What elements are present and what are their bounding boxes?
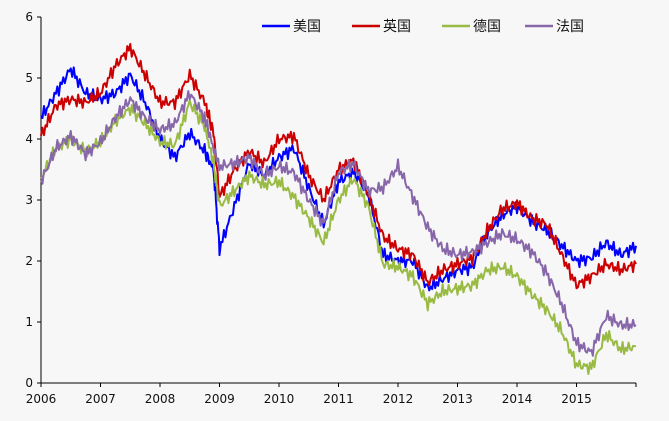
x-tick-label: 2013: [442, 392, 473, 406]
x-tick-label: 2009: [204, 392, 235, 406]
x-tick-label: 2011: [323, 392, 354, 406]
series-line-2: [40, 99, 637, 376]
y-tick-label: 3: [25, 193, 33, 207]
x-tick-label: 2006: [26, 392, 57, 406]
x-tick-label: 2014: [502, 392, 533, 406]
legend-label: 英国: [383, 18, 411, 35]
series-line-3: [40, 90, 637, 357]
legend-label: 德国: [473, 19, 501, 35]
x-tick-label: 2008: [145, 392, 176, 406]
series-lines: [40, 42, 637, 376]
y-tick-label: 0: [25, 376, 33, 390]
axis-ticks: 0 1 2 3 4 5 6 2006 2007 2008 2009 2010 2011 2012 2013 2…: [25, 10, 637, 406]
y-tick-label: 4: [25, 132, 33, 146]
series-line-1: [40, 42, 637, 290]
legend: 美国 英国 德国 法国: [262, 18, 584, 35]
legend-label: 法国: [556, 19, 584, 35]
legend-label: 美国: [293, 19, 321, 35]
x-tick-label: 2012: [383, 392, 414, 406]
y-tick-label: 6: [25, 10, 33, 24]
x-tick-label: 2015: [561, 392, 592, 406]
x-tick-label: 2010: [264, 392, 295, 406]
x-tick-label: 2007: [85, 392, 116, 406]
y-tick-label: 5: [25, 71, 33, 85]
y-tick-label: 2: [25, 254, 33, 268]
y-tick-label: 1: [25, 315, 33, 329]
